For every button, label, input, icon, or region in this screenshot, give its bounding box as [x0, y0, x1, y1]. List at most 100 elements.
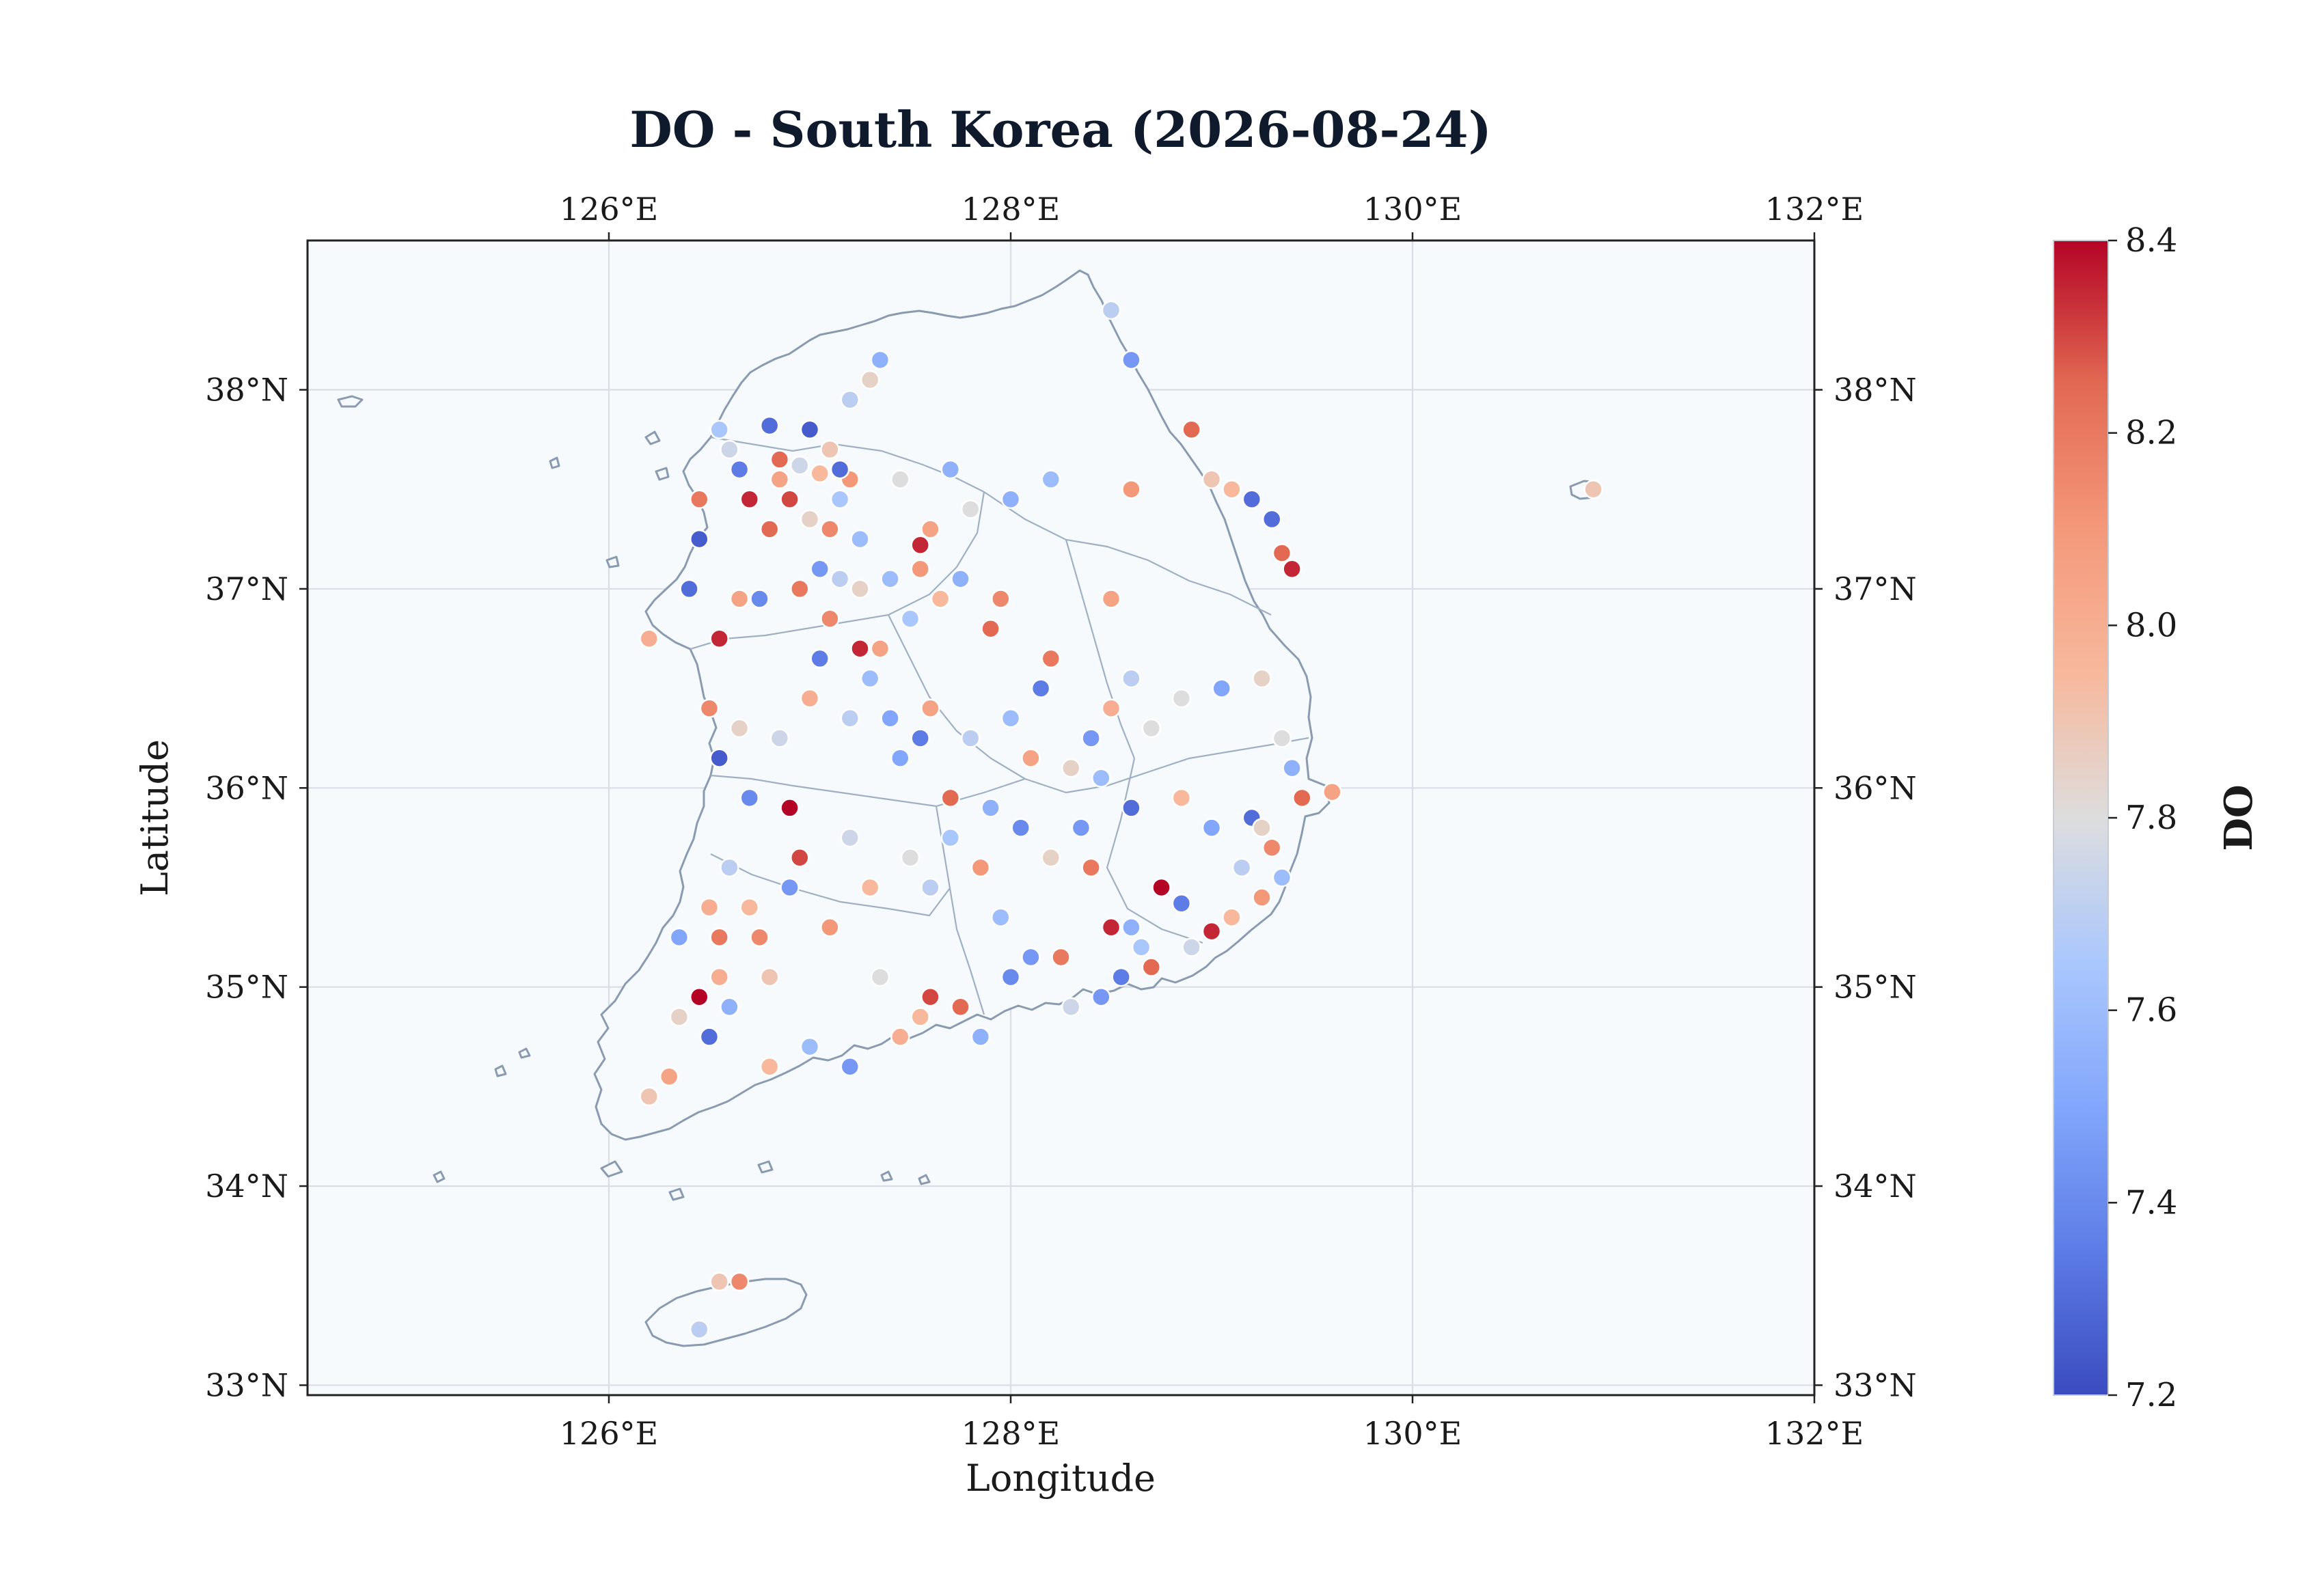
station-point	[830, 569, 850, 589]
station-point	[1101, 918, 1121, 937]
lat-tick-label-left: 34°N	[205, 1168, 288, 1205]
station-point	[921, 877, 940, 898]
station-point	[820, 609, 840, 629]
colorbar-tick-label: 7.4	[2125, 1183, 2177, 1222]
station-point	[639, 1086, 659, 1107]
station-point	[769, 450, 790, 469]
station-point	[669, 927, 690, 948]
lon-tick-label-bottom: 130°E	[1363, 1415, 1462, 1452]
station-point	[1121, 479, 1141, 499]
station-point	[1201, 818, 1222, 838]
axis-ticks: 126°E 126°E 128°E 128°E 130°E 130°E 132°E 132°E…	[205, 191, 1917, 1452]
colorbar-label: DO	[2216, 784, 2261, 851]
station-point	[1272, 868, 1292, 888]
station-point	[1051, 947, 1071, 967]
station-point	[1000, 489, 1021, 510]
lat-tick-label-right: 33°N	[1833, 1366, 1917, 1403]
station-point	[1111, 967, 1131, 987]
station-point	[1252, 888, 1272, 907]
lat-tick-label-right: 38°N	[1833, 372, 1917, 409]
station-point	[1131, 937, 1151, 957]
station-point	[890, 748, 910, 768]
station-point	[1021, 947, 1041, 967]
station-point	[709, 419, 729, 440]
station-point	[1121, 350, 1141, 370]
station-point	[800, 509, 820, 529]
jeju-island	[644, 1278, 808, 1347]
station-point	[1141, 957, 1162, 977]
station-point	[870, 639, 890, 659]
station-point	[759, 415, 780, 436]
small-island	[549, 456, 560, 469]
station-point	[940, 827, 961, 848]
station-point	[890, 1027, 910, 1047]
station-point	[720, 997, 739, 1017]
station-point	[1000, 708, 1021, 728]
station-point	[690, 529, 709, 549]
station-point	[739, 788, 760, 808]
station-point	[659, 1067, 679, 1087]
station-point	[709, 748, 729, 768]
station-point	[1141, 718, 1162, 739]
small-island	[918, 1174, 931, 1185]
station-point	[810, 648, 830, 669]
y-axis-label: Latitude	[133, 739, 176, 896]
lat-tick-label-left: 38°N	[205, 372, 288, 409]
station-point	[699, 1027, 720, 1047]
station-point	[850, 579, 870, 599]
station-point	[930, 589, 951, 609]
station-point	[750, 927, 769, 948]
lat-tick-label-right: 37°N	[1833, 570, 1917, 607]
station-point	[860, 668, 880, 689]
station-point	[720, 857, 739, 878]
lon-tick-label-top: 130°E	[1363, 191, 1462, 228]
station-point	[720, 439, 739, 460]
station-point	[850, 529, 870, 549]
station-point	[1121, 918, 1141, 937]
lon-tick-label-bottom: 132°E	[1765, 1415, 1864, 1452]
station-point	[1091, 768, 1111, 788]
lat-tick-label-left: 33°N	[205, 1366, 288, 1403]
station-point	[840, 708, 860, 728]
station-point	[981, 798, 1000, 818]
map-title: DO - South Korea (2026-08-24)	[629, 100, 1491, 159]
station-point	[759, 967, 780, 987]
station-point	[790, 579, 810, 599]
station-point	[1262, 838, 1282, 857]
colorbar-tick-label: 7.8	[2125, 799, 2177, 837]
station-point	[900, 609, 921, 629]
station-point	[991, 907, 1011, 927]
small-island	[494, 1064, 507, 1077]
station-point	[1101, 589, 1121, 609]
station-point	[840, 389, 860, 410]
station-point	[709, 967, 729, 987]
station-point	[800, 419, 820, 440]
station-point	[1201, 921, 1222, 941]
lat-tick-label-right: 35°N	[1833, 969, 1917, 1006]
station-point	[951, 569, 970, 589]
colorbar-tick-label: 7.6	[2125, 991, 2177, 1030]
station-point	[780, 798, 800, 818]
station-point	[729, 718, 750, 739]
station-point	[1061, 997, 1081, 1017]
station-point	[820, 918, 840, 937]
lat-tick-label-left: 37°N	[205, 570, 288, 607]
station-point	[921, 698, 940, 718]
small-island	[668, 1187, 685, 1201]
station-point	[729, 459, 750, 480]
station-point	[1071, 818, 1091, 838]
station-point	[790, 848, 810, 868]
station-point	[890, 469, 910, 489]
station-point	[880, 708, 900, 728]
station-point	[870, 967, 890, 987]
station-point	[790, 456, 810, 476]
station-point	[1121, 668, 1141, 689]
map-frame	[306, 239, 1816, 1396]
station-point	[1182, 937, 1201, 957]
station-point	[1182, 419, 1201, 440]
lon-tick-label-top: 128°E	[962, 191, 1060, 228]
station-point	[769, 469, 790, 489]
station-point	[830, 489, 850, 510]
station-point	[1222, 907, 1242, 927]
station-point	[1000, 967, 1021, 987]
